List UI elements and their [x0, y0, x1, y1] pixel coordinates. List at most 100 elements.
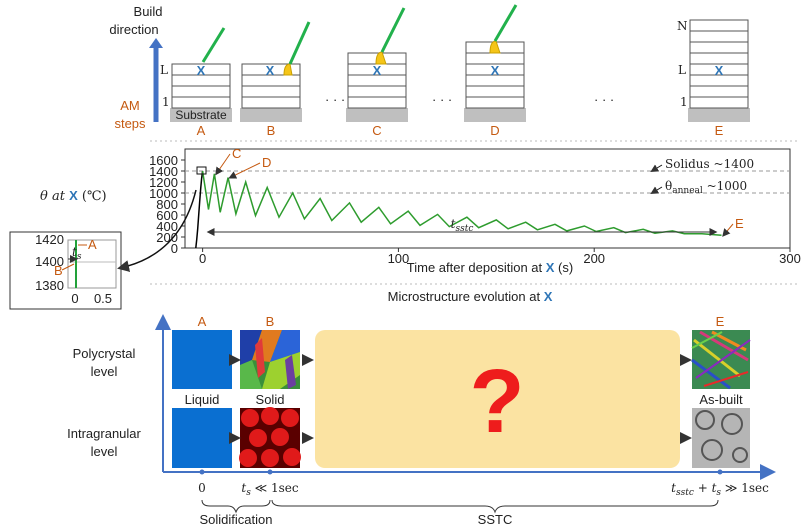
build-label: Build — [134, 4, 163, 19]
layer-label: L — [160, 63, 168, 77]
rect-part — [690, 97, 748, 108]
substrate — [688, 108, 750, 122]
build-label: direction — [109, 22, 158, 37]
laser — [382, 8, 404, 52]
brace — [202, 500, 270, 512]
stage-label: B — [266, 314, 275, 329]
tspan-part: θ at — [40, 189, 69, 204]
x-tick-label: 100 — [388, 251, 410, 266]
tspan-part: Time after deposition at — [407, 260, 546, 275]
x-tick-label: 200 — [583, 251, 605, 266]
polycrystal-solid — [240, 330, 300, 389]
state-label: Liquid — [185, 392, 220, 407]
tspan-part: + t — [694, 481, 717, 495]
x-tick-label: 300 — [779, 251, 801, 266]
x-mark: X — [491, 63, 500, 78]
row-label: Intragranular — [67, 426, 141, 441]
rect-part — [172, 97, 230, 108]
inset-tick: 0.5 — [94, 291, 112, 306]
rect-part — [172, 86, 230, 97]
row-label: Polycrystal — [73, 346, 136, 361]
substrate — [346, 108, 408, 122]
rect-part — [690, 31, 748, 42]
circle-part — [249, 429, 267, 447]
x-mark: X — [266, 63, 275, 78]
reference-text: θ — [665, 179, 672, 193]
row-label: level — [91, 444, 118, 459]
x-mark: X — [197, 63, 206, 78]
point-label: C — [232, 146, 241, 161]
rect-part — [692, 408, 750, 468]
circle-part — [200, 470, 205, 475]
question-mark: ? — [470, 352, 525, 452]
rect-part — [348, 86, 406, 97]
brace — [272, 500, 718, 512]
circle-part — [261, 449, 279, 467]
polycrystal-asbuilt — [692, 330, 750, 389]
stage-label: C — [372, 123, 381, 138]
build-arrow-head — [149, 38, 163, 48]
circle-part — [271, 428, 289, 446]
rect-part — [690, 86, 748, 97]
state-label: As-built — [699, 392, 743, 407]
reference-text: ~1400 — [710, 157, 754, 171]
steps-label: AM — [120, 98, 140, 113]
figure: Build direction AM steps Substrate L 1 X… — [0, 0, 802, 529]
circle-part — [261, 407, 279, 425]
tspan-part: ≫ 1sec — [721, 481, 769, 495]
layer-label: 1 — [162, 95, 170, 109]
inset: 1420 1400 1380 0 0.5 ts A B — [10, 232, 121, 309]
circle-part — [268, 470, 273, 475]
layer-label: L — [678, 63, 686, 77]
circle-part — [281, 409, 299, 427]
layer-label: 1 — [680, 95, 688, 109]
tspan-part: ≪ 1sec — [251, 481, 299, 495]
tspan-part: Microstructure evolution at — [388, 289, 544, 304]
x-mark: X — [373, 63, 382, 78]
row-label: level — [91, 364, 118, 379]
tspan-part: sstc — [676, 488, 694, 498]
thermal-chart: θ at X (℃) Time after deposition at X (s… — [40, 146, 801, 275]
x-mark: X — [715, 63, 724, 78]
time-label: tsstc + ts ≫ 1sec — [671, 481, 769, 498]
stage-label: A — [197, 123, 206, 138]
rect-part — [348, 97, 406, 108]
build-sequence: Build direction AM steps Substrate L 1 X… — [109, 4, 750, 138]
laser — [495, 5, 516, 41]
intragranular-solid — [239, 407, 301, 468]
time-label: ts ≪ 1sec — [241, 481, 299, 498]
point-leader — [230, 163, 260, 178]
span-text: sstc — [456, 224, 474, 234]
y-axis-label: θ at X (℃) — [40, 188, 107, 204]
tspan-part: (s) — [554, 260, 573, 275]
stage-label: E — [715, 123, 724, 138]
substrate — [464, 108, 526, 122]
inset-tick: 1420 — [35, 232, 64, 247]
point-leader — [723, 224, 733, 235]
state-label: Solid — [256, 392, 285, 407]
rect-part — [690, 42, 748, 53]
inset-point: B — [54, 263, 63, 278]
reference-text: ~1000 — [703, 179, 747, 193]
phase-label: Solidification — [200, 512, 273, 527]
microstructure: Microstructure evolution at X Polycrysta… — [67, 289, 772, 527]
ellipsis: · · · — [325, 92, 345, 107]
stage-label: E — [716, 314, 725, 329]
x-axis-label: Time after deposition at X (s) — [407, 260, 573, 275]
circle-part — [283, 448, 301, 466]
reference-pointer — [652, 187, 662, 193]
temperature-curve — [196, 171, 203, 248]
ellipsis: · · · — [432, 92, 452, 107]
reference-pointer — [652, 165, 662, 171]
rect-part — [466, 97, 524, 108]
inset-point: A — [88, 237, 97, 252]
phase-label: SSTC — [478, 512, 513, 527]
stage-label: A — [198, 314, 207, 329]
stage-label: B — [267, 123, 276, 138]
x-tick-label: 0 — [199, 251, 206, 266]
substrate — [240, 108, 302, 122]
tspan-part: s — [77, 252, 82, 262]
liquid-image — [172, 330, 232, 389]
circle-part — [239, 449, 257, 467]
layer-label: N — [677, 19, 688, 33]
